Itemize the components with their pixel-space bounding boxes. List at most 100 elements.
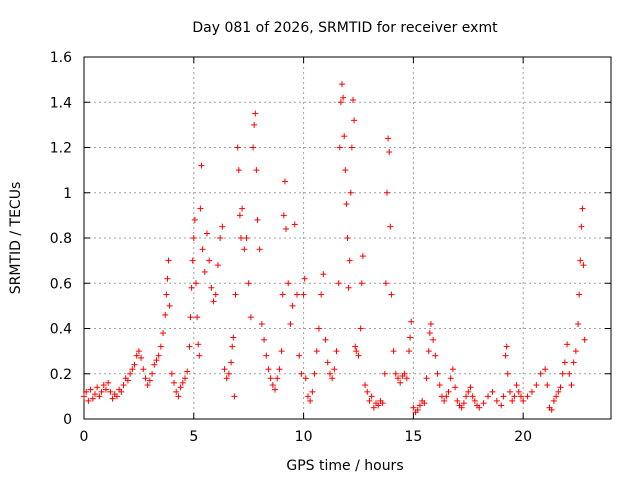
- data-point: [133, 352, 140, 359]
- data-point: [146, 377, 153, 384]
- data-point: [544, 382, 551, 389]
- x-tick-label: 10: [295, 429, 313, 445]
- data-point: [269, 382, 276, 389]
- data-point: [160, 330, 167, 337]
- data-point: [253, 167, 260, 174]
- data-point: [509, 397, 516, 404]
- y-tick-label: 0.8: [50, 231, 72, 247]
- data-point: [463, 393, 470, 400]
- data-point: [102, 386, 109, 393]
- data-point: [138, 354, 145, 361]
- data-point: [324, 359, 331, 366]
- data-point: [153, 357, 160, 364]
- data-point: [454, 397, 461, 404]
- data-point: [339, 81, 346, 88]
- data-point: [225, 370, 232, 377]
- data-point: [278, 348, 285, 355]
- data-point: [364, 388, 371, 395]
- x-tick-label: 20: [514, 429, 532, 445]
- data-point: [129, 366, 136, 373]
- data-point: [542, 366, 549, 373]
- data-point: [94, 384, 101, 391]
- data-point: [575, 320, 582, 327]
- data-point: [131, 361, 138, 368]
- data-point: [359, 253, 366, 260]
- data-point: [353, 348, 360, 355]
- data-point: [113, 393, 120, 400]
- data-point: [109, 395, 116, 402]
- data-point: [89, 395, 96, 402]
- data-point: [407, 334, 414, 341]
- data-point: [276, 366, 283, 373]
- data-point: [171, 379, 178, 386]
- data-point: [198, 162, 205, 169]
- data-point: [375, 402, 382, 409]
- data-point: [235, 167, 242, 174]
- data-point: [553, 393, 560, 400]
- y-tick-label: 0.4: [50, 322, 72, 338]
- data-point: [401, 370, 408, 377]
- data-point: [250, 144, 257, 151]
- data-point: [504, 370, 511, 377]
- data-point: [272, 386, 279, 393]
- y-tick-label: 0.2: [50, 367, 72, 383]
- data-point: [281, 178, 288, 185]
- data-point: [570, 359, 577, 366]
- data-point: [300, 291, 307, 298]
- y-tick-label: 1.4: [50, 95, 72, 111]
- data-point: [98, 388, 105, 395]
- data-point: [302, 375, 309, 382]
- data-point: [390, 348, 397, 355]
- data-point: [182, 375, 189, 382]
- data-point: [135, 348, 142, 355]
- data-point: [223, 375, 230, 382]
- data-point: [555, 388, 562, 395]
- data-point: [500, 393, 507, 400]
- data-point: [283, 225, 290, 232]
- data-point: [382, 280, 389, 287]
- y-tick-labels: 0 0.2 0.4 0.6 0.8 1 1.2 1.4 1.6: [50, 50, 72, 428]
- data-point: [254, 216, 261, 223]
- data-point: [173, 388, 180, 395]
- data-point: [100, 382, 107, 389]
- data-point: [515, 388, 522, 395]
- data-point: [157, 343, 164, 350]
- data-point: [331, 366, 338, 373]
- data-point: [344, 235, 351, 241]
- data-point: [195, 341, 202, 348]
- data-point: [335, 280, 342, 287]
- data-point: [127, 370, 134, 377]
- data-point: [337, 99, 344, 106]
- data-point: [293, 291, 300, 298]
- data-point: [280, 212, 287, 219]
- data-point: [458, 404, 465, 411]
- data-point: [427, 320, 434, 327]
- data-point: [572, 348, 579, 355]
- data-point: [503, 343, 510, 350]
- data-point: [296, 352, 303, 359]
- data-point: [557, 384, 564, 391]
- data-point: [151, 361, 158, 368]
- data-point: [263, 352, 270, 359]
- data-point: [258, 320, 265, 327]
- data-point: [199, 246, 206, 253]
- data-point: [140, 366, 147, 373]
- data-point: [162, 311, 169, 318]
- data-point: [309, 388, 316, 395]
- data-point: [346, 257, 353, 264]
- data-point: [206, 257, 213, 264]
- data-point: [217, 235, 224, 241]
- data-point: [550, 397, 557, 404]
- data-point: [142, 375, 149, 382]
- data-point: [210, 298, 217, 305]
- data-point: [452, 384, 459, 391]
- data-point: [313, 348, 320, 355]
- data-point: [358, 280, 365, 287]
- data-point: [524, 393, 531, 400]
- data-point: [465, 388, 472, 395]
- data-point: [381, 370, 388, 377]
- data-point: [432, 352, 439, 359]
- data-point: [403, 375, 410, 382]
- data-point: [228, 359, 235, 366]
- data-point: [362, 382, 369, 389]
